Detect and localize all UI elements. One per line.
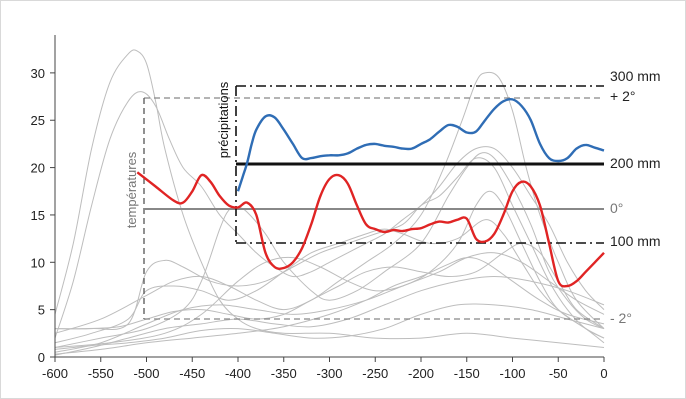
background-curves — [54, 49, 605, 356]
temp-plus2-label: + 2° — [610, 88, 635, 104]
y-tick-label-1: 5 — [38, 303, 45, 318]
background-curve-10 — [54, 242, 605, 330]
x-tick-label-12: 0 — [600, 366, 607, 381]
x-tick-label-3: -450 — [179, 366, 205, 381]
y-tick-label-6: 30 — [31, 66, 45, 81]
precip-300-label: 300 mm — [610, 68, 661, 84]
background-curve-9 — [54, 257, 605, 355]
x-tick-label-10: -100 — [499, 366, 525, 381]
temp-minus2-label: - 2° — [610, 310, 632, 326]
background-curve-5 — [54, 219, 605, 344]
y-tick-label-3: 15 — [31, 208, 45, 223]
precipitation-axis-label: précipitations — [216, 81, 231, 158]
precipitation-scale — [235, 85, 604, 244]
x-tick-label-7: -250 — [362, 366, 388, 381]
x-tick-label-5: -350 — [271, 366, 297, 381]
x-tick-label-1: -550 — [88, 366, 114, 381]
x-tick-label-6: -300 — [316, 366, 342, 381]
x-tick-label-9: -150 — [454, 366, 480, 381]
x-tick-label-8: -200 — [408, 366, 434, 381]
background-curve-8 — [54, 190, 605, 348]
x-tick-label-0: -600 — [42, 366, 68, 381]
temp-zero-label: 0° — [610, 200, 623, 216]
data-series — [136, 97, 605, 288]
temperature-scale — [143, 97, 604, 320]
x-ticks: -600 -550 -500 -450 -400 -350 -300 -250 -200 -150… — [42, 357, 608, 381]
background-curve-0 — [54, 49, 605, 348]
x-tick-label-11: -50 — [549, 366, 568, 381]
background-curve-7 — [54, 275, 605, 356]
y-tick-label-0: 0 — [38, 350, 45, 365]
y-ticks: 0 5 10 15 20 25 30 — [31, 66, 55, 365]
y-tick-label-5: 25 — [31, 113, 45, 128]
precip-200-label: 200 mm — [610, 155, 661, 171]
precip-100-label: 100 mm — [610, 233, 661, 249]
temperature-axis-label: températures — [124, 151, 139, 228]
y-tick-label-4: 20 — [31, 161, 45, 176]
precipitation-series-line — [236, 97, 605, 192]
x-tick-label-2: -500 — [133, 366, 159, 381]
temperature-series-line — [136, 171, 605, 288]
y-tick-label-2: 10 — [31, 255, 45, 270]
background-curve-11 — [54, 303, 605, 350]
x-tick-label-4: -400 — [225, 366, 251, 381]
